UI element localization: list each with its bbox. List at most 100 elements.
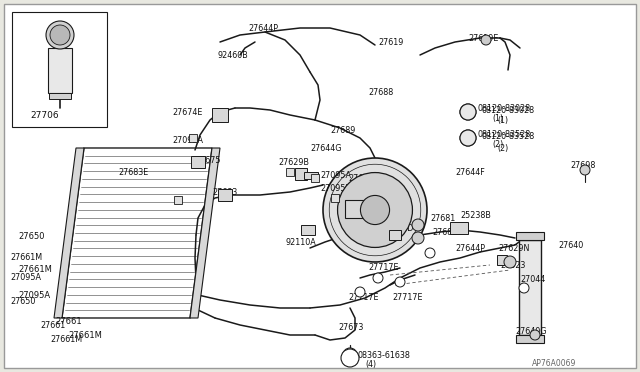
- Polygon shape: [191, 156, 205, 168]
- Circle shape: [460, 104, 476, 120]
- Text: B: B: [465, 108, 470, 116]
- Text: 27689: 27689: [330, 125, 355, 135]
- Text: 27619E: 27619E: [468, 33, 499, 42]
- Polygon shape: [190, 148, 220, 318]
- Text: AP76A0069: AP76A0069: [532, 359, 577, 369]
- Circle shape: [530, 330, 540, 340]
- Text: 27683: 27683: [212, 187, 237, 196]
- Circle shape: [46, 21, 74, 49]
- Bar: [331, 194, 339, 202]
- Bar: [516, 232, 544, 240]
- Text: 27717E: 27717E: [348, 294, 378, 302]
- Text: S: S: [348, 350, 353, 359]
- Text: 27640: 27640: [558, 241, 583, 250]
- Text: B: B: [465, 134, 470, 142]
- Circle shape: [323, 158, 427, 262]
- Polygon shape: [389, 230, 401, 240]
- Text: 27706: 27706: [31, 110, 60, 119]
- Circle shape: [425, 248, 435, 258]
- Bar: [295, 168, 307, 180]
- Polygon shape: [212, 108, 228, 122]
- Text: 27717E: 27717E: [368, 263, 399, 273]
- Text: 27661: 27661: [55, 317, 82, 327]
- Text: (4): (4): [365, 360, 376, 369]
- Text: 27683D: 27683D: [382, 224, 413, 232]
- Text: 27095A: 27095A: [18, 291, 50, 299]
- Circle shape: [580, 165, 590, 175]
- Circle shape: [395, 277, 405, 287]
- Text: 27661M: 27661M: [68, 330, 102, 340]
- Text: (1): (1): [492, 113, 503, 122]
- Circle shape: [460, 104, 476, 120]
- Text: (1): (1): [497, 115, 508, 125]
- Text: 27673E: 27673E: [348, 173, 378, 183]
- Text: 27629N: 27629N: [498, 244, 529, 253]
- Text: 92460B: 92460B: [218, 51, 249, 60]
- Text: 27688: 27688: [368, 87, 393, 96]
- Text: S: S: [348, 353, 353, 362]
- Text: 27044: 27044: [520, 276, 545, 285]
- Bar: [189, 134, 197, 142]
- Bar: [516, 335, 544, 343]
- Circle shape: [50, 25, 70, 45]
- Text: 27644G: 27644G: [310, 144, 342, 153]
- Text: 27674E: 27674E: [172, 108, 202, 116]
- Bar: [497, 255, 507, 265]
- Text: 27095B: 27095B: [320, 183, 351, 192]
- Text: 08363-61638: 08363-61638: [358, 350, 411, 359]
- Circle shape: [504, 256, 516, 268]
- Text: 27644F: 27644F: [455, 167, 484, 176]
- Polygon shape: [301, 225, 315, 235]
- Text: (2): (2): [497, 144, 508, 153]
- Text: 27650: 27650: [18, 231, 45, 241]
- Text: 27661M: 27661M: [10, 253, 42, 263]
- Text: 08120-83528: 08120-83528: [482, 131, 535, 141]
- Text: 27650: 27650: [10, 298, 35, 307]
- Circle shape: [341, 349, 359, 367]
- Text: 27682: 27682: [432, 228, 458, 237]
- Text: 27640G: 27640G: [515, 327, 547, 337]
- Bar: [304, 172, 318, 179]
- Text: 27095A: 27095A: [172, 135, 203, 144]
- Bar: [48, 48, 72, 93]
- Text: 08120-83028: 08120-83028: [478, 103, 531, 112]
- Text: 08120-83528: 08120-83528: [478, 129, 531, 138]
- Circle shape: [373, 273, 383, 283]
- Text: 27683E: 27683E: [118, 167, 148, 176]
- Bar: [311, 174, 319, 182]
- Text: 92110A: 92110A: [285, 237, 316, 247]
- Polygon shape: [218, 189, 232, 201]
- Text: 08120-83028: 08120-83028: [482, 106, 535, 115]
- Text: 27681: 27681: [430, 214, 455, 222]
- Text: 25238B: 25238B: [460, 211, 491, 219]
- Text: 27661M: 27661M: [18, 266, 52, 275]
- Bar: [519, 240, 541, 335]
- Text: 27661M: 27661M: [50, 336, 82, 344]
- Circle shape: [519, 283, 529, 293]
- Circle shape: [460, 130, 476, 146]
- Text: 27619: 27619: [378, 38, 403, 46]
- Text: 27675: 27675: [195, 155, 221, 164]
- Circle shape: [412, 219, 424, 231]
- Text: B: B: [465, 134, 470, 142]
- Circle shape: [343, 348, 357, 362]
- Text: 27717E: 27717E: [392, 294, 422, 302]
- Circle shape: [337, 173, 412, 247]
- Text: 27644P: 27644P: [455, 244, 485, 253]
- Text: 27095A: 27095A: [10, 273, 41, 282]
- Bar: [174, 196, 182, 204]
- Text: 27623: 27623: [500, 260, 525, 269]
- Text: B: B: [465, 108, 470, 116]
- Polygon shape: [62, 148, 212, 318]
- Circle shape: [355, 287, 365, 297]
- Text: 27698: 27698: [570, 160, 595, 170]
- Bar: [286, 168, 294, 176]
- Text: (2): (2): [492, 140, 503, 148]
- Circle shape: [481, 35, 491, 45]
- Bar: [450, 222, 468, 234]
- Text: 27095A: 27095A: [320, 170, 351, 180]
- Text: 27673: 27673: [338, 324, 364, 333]
- Bar: [12, 12, 107, 127]
- Bar: [345, 200, 365, 218]
- Text: 27629B: 27629B: [278, 157, 309, 167]
